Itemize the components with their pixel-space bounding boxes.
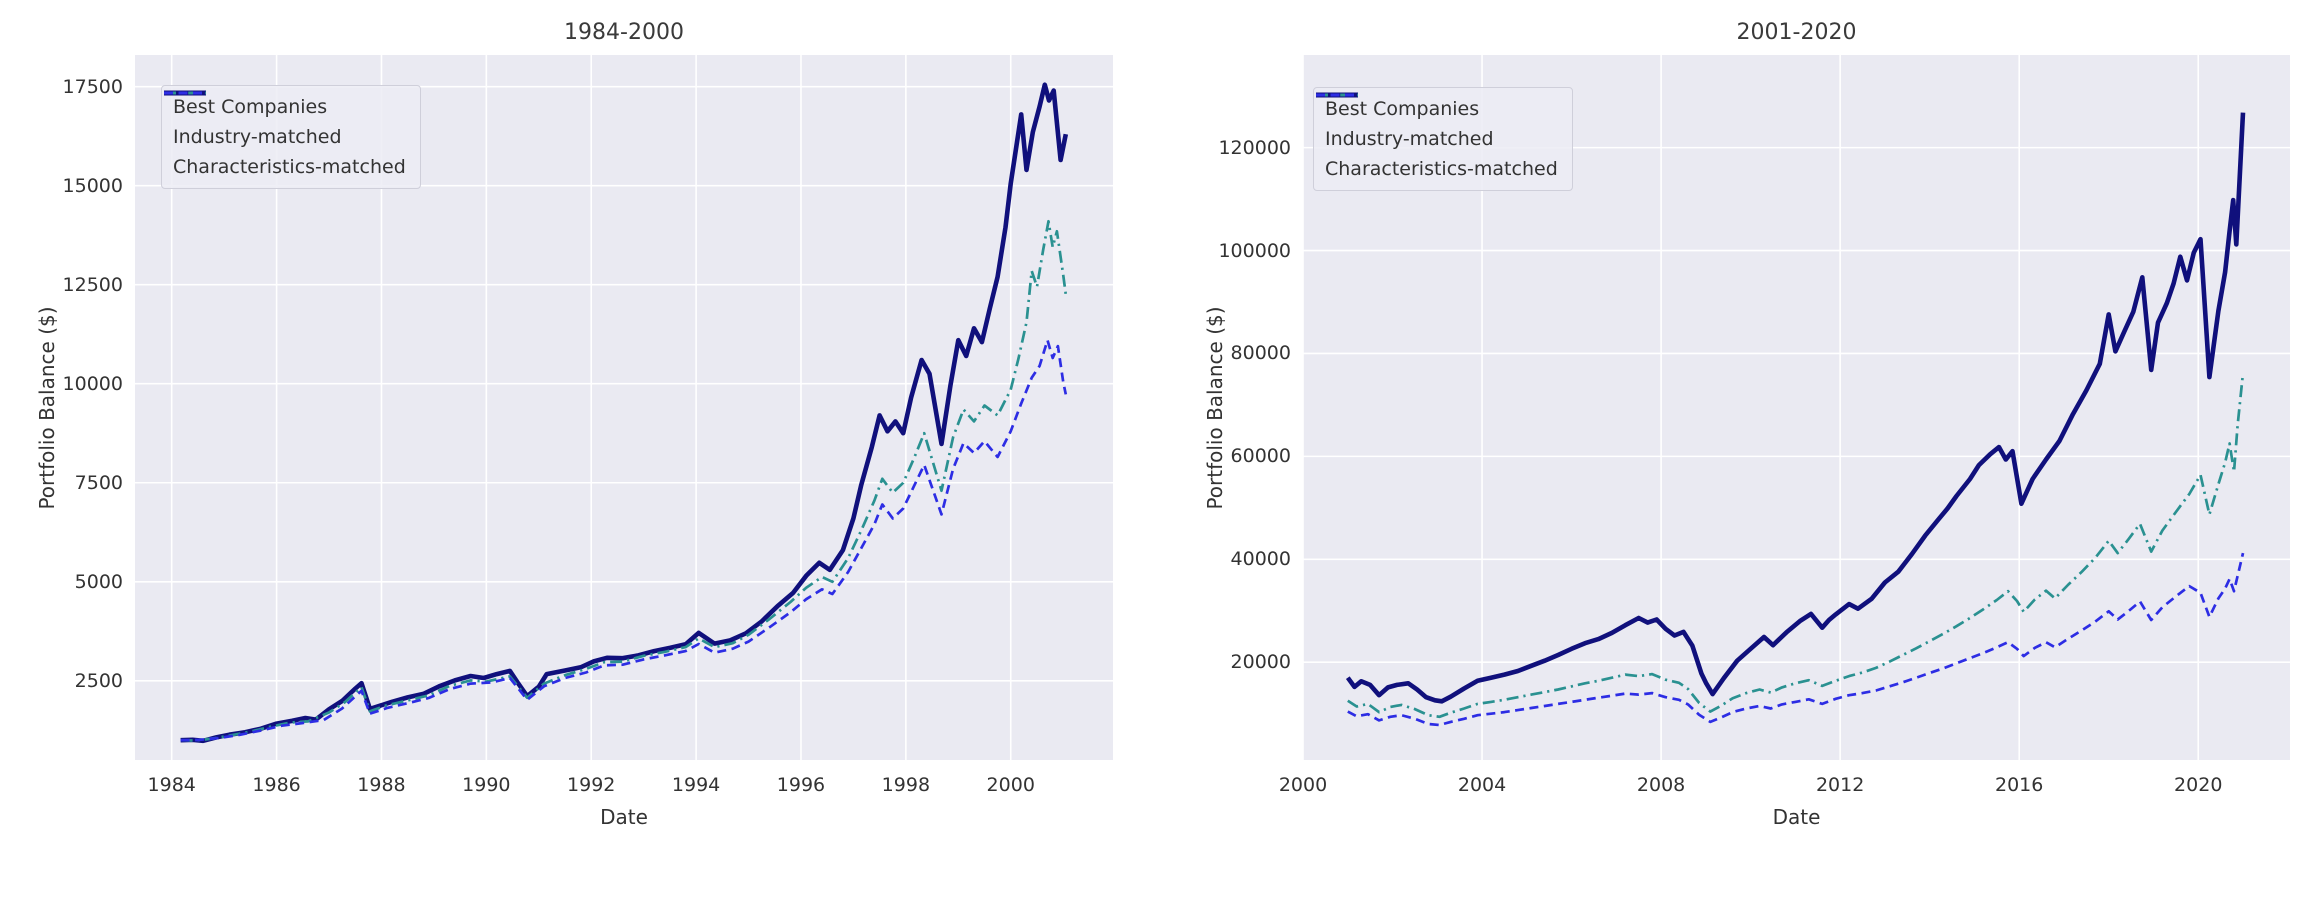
legend-label: Industry-matched xyxy=(1325,128,1494,150)
legend-item: Characteristics-matched xyxy=(164,91,406,179)
x-tick-label: 2000 xyxy=(1278,774,1328,796)
y-tick-label: 5000 xyxy=(74,570,123,593)
series-line-best-companies xyxy=(1345,112,2246,704)
x-tick-label: 1988 xyxy=(357,774,406,796)
x-tick-label: 2004 xyxy=(1457,774,1507,796)
x-tick-label: 2000 xyxy=(986,774,1035,796)
x-tick-label: 2008 xyxy=(1636,774,1686,796)
y-tick-label: 7500 xyxy=(74,471,123,494)
y-tick-label: 12500 xyxy=(62,273,123,296)
chart-title: 2001-2020 xyxy=(1736,20,1857,45)
y-tick-label: 40000 xyxy=(1230,548,1291,571)
x-tick-label: 2016 xyxy=(1995,774,2044,796)
legend: Best Companies Industry-matched Characteri… xyxy=(1313,87,1573,191)
y-tick-label: 2500 xyxy=(74,669,123,692)
x-tick-label: 1986 xyxy=(252,774,301,796)
legend-label: Best Companies xyxy=(173,96,328,118)
x-tick-label: 1990 xyxy=(462,774,511,796)
series-line-characteristics-matched xyxy=(180,338,1068,742)
series-line-industry-matched xyxy=(1347,372,2245,719)
y-tick-label: 80000 xyxy=(1230,342,1291,365)
x-tick-label: 1994 xyxy=(671,774,721,796)
legend-label: Best Companies xyxy=(1325,98,1480,120)
x-axis-label: Date xyxy=(600,805,648,829)
series-line-characteristics-matched xyxy=(1347,552,2245,727)
legend-label: Industry-matched xyxy=(173,126,342,148)
legend-swatch-characteristics-matched xyxy=(164,91,206,95)
y-tick-label: 120000 xyxy=(1218,136,1291,159)
series-line-best-companies xyxy=(180,82,1069,744)
y-tick-label: 15000 xyxy=(62,174,123,197)
chart-title: 1984-2000 xyxy=(564,20,684,45)
legend-item: Characteristics-matched xyxy=(1316,93,1558,181)
legend-swatch-characteristics-matched xyxy=(1316,93,1358,97)
x-tick-label: 1996 xyxy=(776,774,826,796)
legend-label: Characteristics-matched xyxy=(1325,158,1558,180)
x-tick-label: 1984 xyxy=(147,774,196,796)
legend: Best Companies Industry-matched Characteri… xyxy=(161,85,421,189)
x-axis-label: Date xyxy=(1772,805,1821,829)
y-tick-label: 20000 xyxy=(1230,651,1291,674)
y-axis-label: Portfolio Balance ($) xyxy=(1203,305,1227,510)
x-tick-label: 1998 xyxy=(881,774,931,796)
x-tick-label: 2020 xyxy=(2174,774,2223,796)
y-tick-label: 60000 xyxy=(1230,445,1291,468)
y-tick-label: 17500 xyxy=(62,75,123,98)
legend-label: Characteristics-matched xyxy=(173,156,406,178)
x-tick-label: 1992 xyxy=(567,774,616,796)
x-tick-label: 2012 xyxy=(1815,774,1865,796)
y-tick-label: 10000 xyxy=(62,372,123,395)
legend-item: Industry-matched xyxy=(1316,93,1558,151)
y-tick-label: 100000 xyxy=(1218,239,1291,262)
